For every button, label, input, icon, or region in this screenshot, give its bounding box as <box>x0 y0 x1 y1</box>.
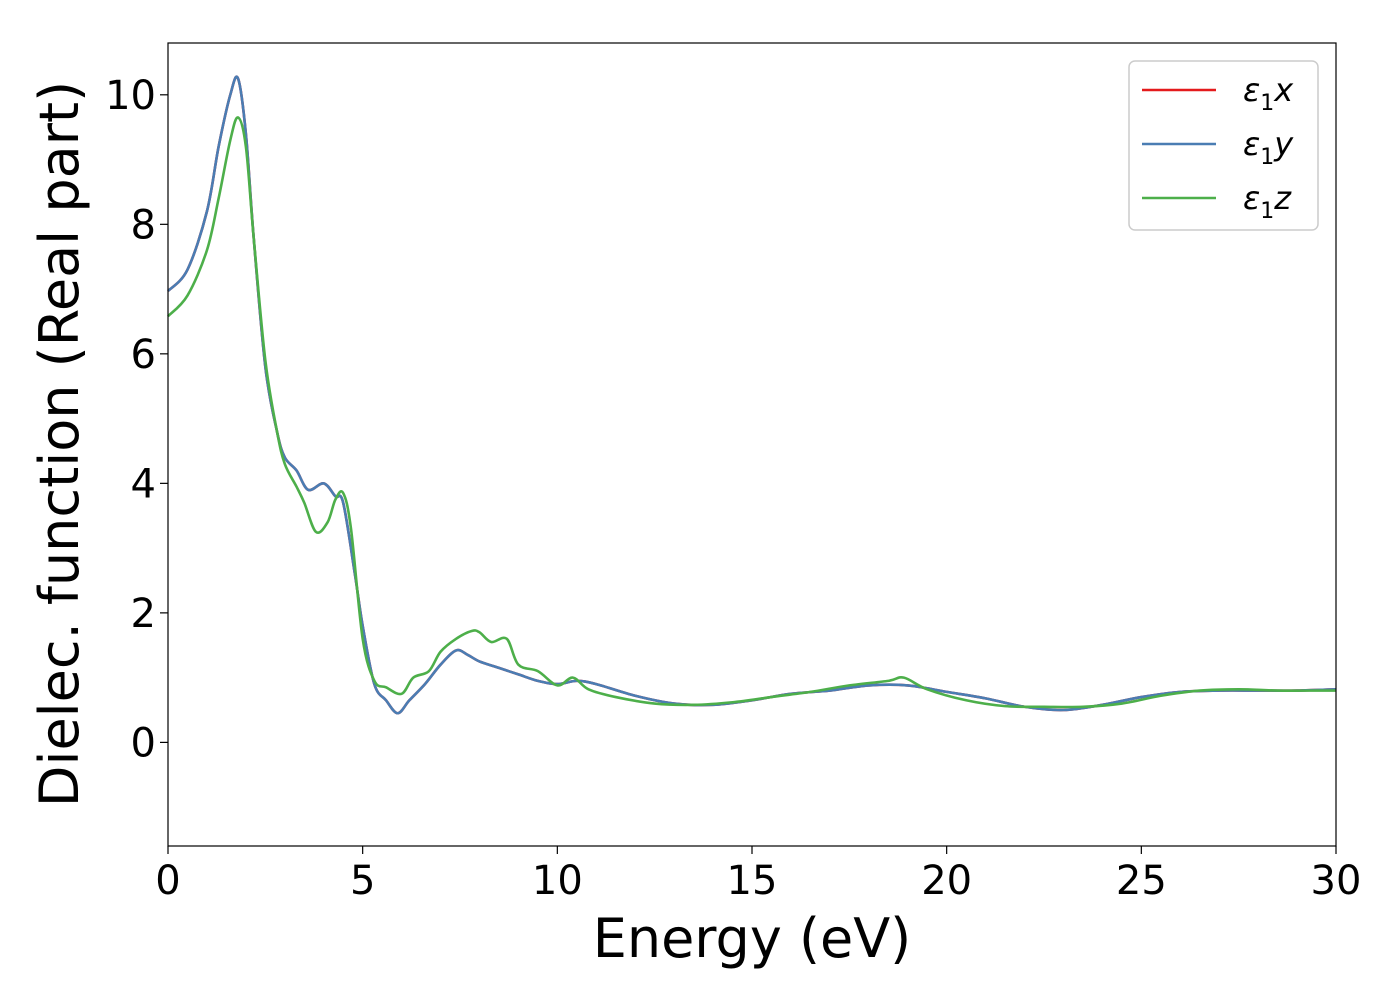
plot-lines <box>167 75 1337 715</box>
y-tick-label: 4 <box>131 461 156 507</box>
x-axis-label: Energy (eV) <box>593 907 912 970</box>
x-tick-label: 10 <box>532 858 583 904</box>
y-tick-label: 8 <box>131 202 156 248</box>
legend-label-x: ε1x <box>1243 71 1294 116</box>
x-tick-label: 0 <box>155 858 180 904</box>
x-axis-ticks: 0 5 10 15 20 25 30 <box>155 846 1361 904</box>
legend: ε1x ε1y ε1z <box>1128 60 1319 231</box>
y-tick-label: 6 <box>131 332 156 378</box>
series-line-z <box>167 116 1336 709</box>
x-tick-label: 25 <box>1116 858 1167 904</box>
legend-entries: ε1x ε1y ε1z <box>1142 71 1294 224</box>
x-tick-label: 30 <box>1311 858 1362 904</box>
legend-box <box>1128 60 1319 231</box>
y-tick-label: 10 <box>105 73 156 119</box>
x-tick-label: 5 <box>350 858 375 904</box>
y-tick-label: 2 <box>131 591 156 637</box>
legend-label-y: ε1y <box>1243 125 1294 170</box>
legend-label-z: ε1z <box>1243 179 1292 224</box>
x-tick-label: 20 <box>921 858 972 904</box>
y-axis-ticks: 0 2 4 6 8 10 <box>105 73 168 766</box>
y-axis-label: Dielec. function (Real part) <box>28 81 91 807</box>
x-tick-label: 15 <box>727 858 778 904</box>
y-tick-label: 0 <box>131 720 156 766</box>
